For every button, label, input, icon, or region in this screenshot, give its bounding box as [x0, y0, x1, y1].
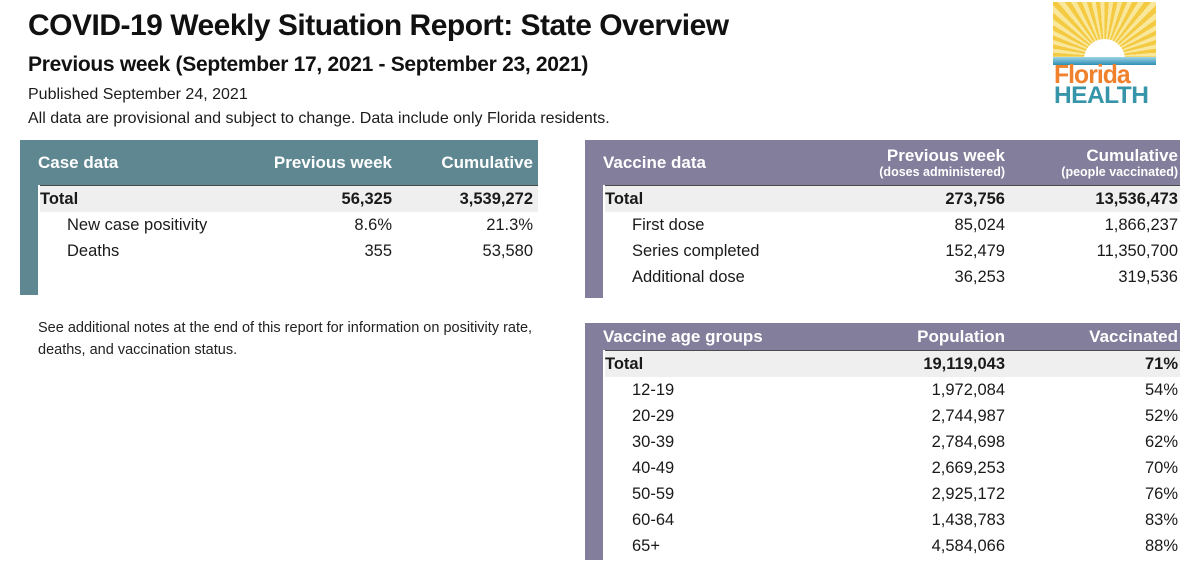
vaccine-table-body: Total 273,756 13,536,473 First dose 85,0…: [605, 185, 1180, 290]
cumulative-value: 11,350,700: [1096, 241, 1178, 260]
table-row-total: Total 19,119,043 71%: [605, 350, 1180, 377]
table-row-age-60-64: 60-64 1,438,783 83%: [605, 507, 1180, 533]
column-header-previous-week: Previous week: [273, 152, 392, 172]
row-label: Total: [605, 189, 644, 208]
previous-week-value: 8.6%: [354, 215, 392, 234]
table-row-additional-dose: Additional dose 36,253 319,536: [605, 264, 1180, 290]
row-label: 65+: [632, 536, 660, 555]
previous-week-value: 355: [364, 241, 392, 260]
table-row-age-30-39: 30-39 2,784,698 62%: [605, 429, 1180, 455]
table-row-first-dose: First dose 85,024 1,866,237: [605, 212, 1180, 238]
cumulative-value: 319,536: [1118, 267, 1178, 286]
vaccine-data-table: Vaccine data Previous week (doses admini…: [585, 140, 1180, 298]
table-row-total: Total 273,756 13,536,473: [605, 185, 1180, 212]
row-label: Series completed: [632, 241, 760, 260]
vaccine-table-header: Vaccine data Previous week (doses admini…: [585, 140, 1180, 185]
case-table-header: Case data Previous week Cumulative: [20, 140, 538, 185]
table-row-total: Total 56,325 3,539,272: [40, 185, 538, 212]
row-label: Total: [605, 354, 644, 373]
row-label: Deaths: [67, 241, 120, 260]
population-value: 19,119,043: [923, 354, 1005, 373]
row-label: Additional dose: [632, 267, 745, 286]
row-label: 40-49: [632, 458, 675, 477]
column-header-sub: (people vaccinated): [1061, 165, 1178, 180]
previous-week-value: 152,479: [945, 241, 1005, 260]
table-row-age-65-plus: 65+ 4,584,066 88%: [605, 533, 1180, 559]
row-label: 20-29: [632, 406, 675, 425]
column-header-cumulative: Cumulative: [441, 152, 533, 172]
case-table-body: Total 56,325 3,539,272 New case positivi…: [40, 185, 538, 264]
table-row-age-40-49: 40-49 2,669,253 70%: [605, 455, 1180, 481]
row-label: New case positivity: [67, 215, 208, 234]
vaccinated-value: 88%: [1144, 536, 1178, 555]
cumulative-value: 3,539,272: [459, 189, 533, 208]
cumulative-value: 53,580: [482, 241, 533, 260]
age-table-header: Vaccine age groups Population Vaccinated: [585, 323, 1180, 350]
age-table-body: Total 19,119,043 71% 12-19 1,972,084 54%…: [605, 350, 1180, 559]
population-value: 1,972,084: [931, 380, 1005, 399]
column-header-previous-week: Previous week (doses administered): [845, 146, 1005, 180]
cumulative-value: 21.3%: [486, 215, 533, 234]
previous-week-value: 56,325: [341, 189, 392, 208]
data-disclaimer: All data are provisional and subject to …: [28, 110, 610, 127]
column-header-population: Population: [917, 326, 1005, 346]
age-table-title: Vaccine age groups: [603, 326, 763, 346]
column-header-sub: (doses administered): [879, 165, 1005, 180]
table-row-age-20-29: 20-29 2,744,987 52%: [605, 403, 1180, 429]
water-band-icon: [1053, 57, 1156, 65]
case-table-title: Case data: [38, 152, 119, 172]
column-header-cumulative: Cumulative (people vaccinated): [1005, 146, 1178, 180]
logo-text-health: HEALTH: [1054, 82, 1149, 103]
published-date: Published September 24, 2021: [28, 86, 248, 103]
report-header: COVID-19 Weekly Situation Report: State …: [28, 8, 1038, 128]
population-value: 2,925,172: [931, 484, 1005, 503]
vaccinated-value: 71%: [1144, 354, 1178, 373]
vaccine-age-groups-table: Vaccine age groups Population Vaccinated…: [585, 323, 1180, 560]
vaccine-table-title: Vaccine data: [603, 152, 707, 172]
table-row-deaths: Deaths 355 53,580: [40, 238, 538, 264]
previous-week-value: 36,253: [954, 267, 1005, 286]
row-label: Total: [40, 189, 79, 208]
table-row-positivity: New case positivity 8.6% 21.3%: [40, 212, 538, 238]
population-value: 4,584,066: [931, 536, 1005, 555]
population-value: 2,669,253: [931, 458, 1005, 477]
logo-text-florida: Florida: [1054, 59, 1131, 89]
previous-week-value: 273,756: [945, 189, 1005, 208]
table-row-age-12-19: 12-19 1,972,084 54%: [605, 377, 1180, 403]
florida-health-logo: Florida HEALTH: [1053, 2, 1156, 103]
row-label: First dose: [632, 215, 705, 234]
report-period-subtitle: Previous week (September 17, 2021 - Sept…: [28, 53, 589, 76]
column-header-vaccinated: Vaccinated: [1089, 326, 1178, 346]
population-value: 2,784,698: [931, 432, 1005, 451]
vaccinated-value: 54%: [1144, 380, 1178, 399]
age-table-accent-band: [585, 323, 603, 560]
vaccinated-value: 70%: [1144, 458, 1178, 477]
row-label: 30-39: [632, 432, 675, 451]
column-header-main: Cumulative: [1086, 145, 1178, 165]
page-title: COVID-19 Weekly Situation Report: State …: [28, 9, 729, 42]
vaccinated-value: 52%: [1144, 406, 1178, 425]
cumulative-value: 13,536,473: [1095, 189, 1178, 208]
population-value: 2,744,987: [931, 406, 1005, 425]
row-label: 50-59: [632, 484, 675, 503]
vaccinated-value: 83%: [1144, 510, 1178, 529]
population-value: 1,438,783: [931, 510, 1005, 529]
case-data-table: Case data Previous week Cumulative Total…: [20, 140, 538, 295]
additional-notes-text: See additional notes at the end of this …: [38, 320, 533, 358]
row-label: 12-19: [632, 380, 675, 399]
table-row-age-50-59: 50-59 2,925,172 76%: [605, 481, 1180, 507]
vaccinated-value: 62%: [1144, 432, 1178, 451]
vaccinated-value: 76%: [1144, 484, 1178, 503]
previous-week-value: 85,024: [954, 215, 1005, 234]
column-header-main: Previous week: [886, 145, 1005, 165]
row-label: 60-64: [632, 510, 675, 529]
table-row-series-completed: Series completed 152,479 11,350,700: [605, 238, 1180, 264]
cumulative-value: 1,866,237: [1104, 215, 1178, 234]
